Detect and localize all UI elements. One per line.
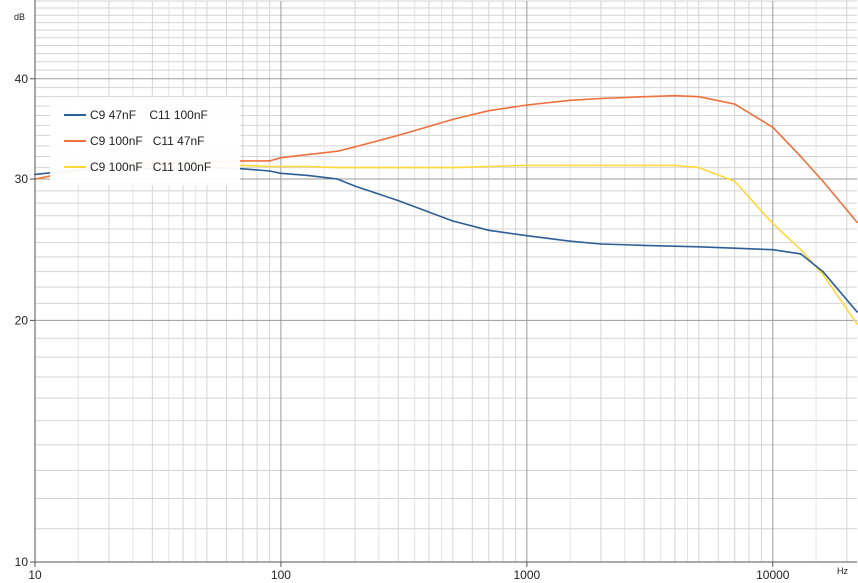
data-point <box>487 229 490 232</box>
data-point <box>822 180 824 183</box>
data-point <box>308 165 310 168</box>
data-point <box>336 150 339 153</box>
data-point <box>526 234 528 237</box>
data-point <box>733 180 736 183</box>
data-point <box>308 153 310 156</box>
data-point <box>856 310 858 313</box>
data-point <box>451 166 454 169</box>
data-point <box>733 247 736 250</box>
data-point <box>354 146 356 148</box>
x-tick-label: 10 <box>28 568 42 582</box>
data-point <box>856 221 858 224</box>
data-point <box>280 172 282 175</box>
data-point <box>674 164 676 167</box>
data-point <box>771 222 774 225</box>
legend-label: C9 100nF C11 47nF <box>90 134 205 148</box>
data-point <box>569 240 572 243</box>
data-point <box>336 166 339 169</box>
data-point <box>771 126 774 129</box>
data-point <box>241 160 244 162</box>
data-point <box>822 270 824 273</box>
x-tick-label: 100 <box>271 568 291 582</box>
data-point <box>799 155 802 158</box>
x-unit-label: Hz <box>837 566 848 576</box>
data-point <box>600 164 602 167</box>
data-point <box>354 185 356 188</box>
x-tick-label: 10000 <box>756 568 790 582</box>
data-point <box>487 109 490 112</box>
data-point <box>674 94 676 97</box>
data-point <box>280 165 282 168</box>
data-point <box>397 134 400 137</box>
data-point <box>451 118 454 121</box>
data-point <box>241 164 244 167</box>
data-point <box>241 167 244 170</box>
legend: C9 47nF C11 100nF C9 100nF C11 47nF C9 100… <box>50 97 240 185</box>
y-unit-label: dB <box>14 12 25 22</box>
data-point <box>526 164 528 167</box>
data-point <box>771 248 774 251</box>
y-tick-label: 30 <box>15 172 29 186</box>
data-point <box>799 248 802 251</box>
data-point <box>268 170 271 172</box>
data-point <box>799 253 802 255</box>
data-point <box>697 166 700 169</box>
legend-label: C9 100nF C11 100nF <box>90 160 211 174</box>
data-point <box>569 99 572 102</box>
data-point <box>526 104 528 106</box>
axis-layer: 10 100 1000 10000 10 20 30 40 dB Hz <box>14 0 857 582</box>
data-point <box>308 174 310 177</box>
data-point <box>268 160 271 162</box>
data-point <box>856 323 858 325</box>
legend-label: C9 47nF C11 100nF <box>90 108 208 122</box>
data-point <box>697 95 700 98</box>
data-point <box>354 166 356 169</box>
y-tick-label: 10 <box>15 555 29 569</box>
y-tick-label: 20 <box>15 313 29 327</box>
data-point <box>569 164 572 167</box>
data-point <box>822 273 824 276</box>
data-point <box>643 95 646 98</box>
data-point <box>336 178 339 181</box>
y-tick-label: 40 <box>15 72 29 86</box>
data-point <box>397 166 400 169</box>
data-point <box>280 156 282 159</box>
x-tick-label: 1000 <box>514 568 541 582</box>
data-point <box>451 220 454 222</box>
data-point <box>643 164 646 167</box>
data-point <box>643 244 646 247</box>
data-point <box>600 243 602 245</box>
data-point <box>697 245 700 248</box>
data-point <box>600 97 602 100</box>
data-point <box>733 103 736 105</box>
data-point <box>397 199 400 202</box>
data-point <box>268 165 271 168</box>
data-point <box>487 165 490 168</box>
